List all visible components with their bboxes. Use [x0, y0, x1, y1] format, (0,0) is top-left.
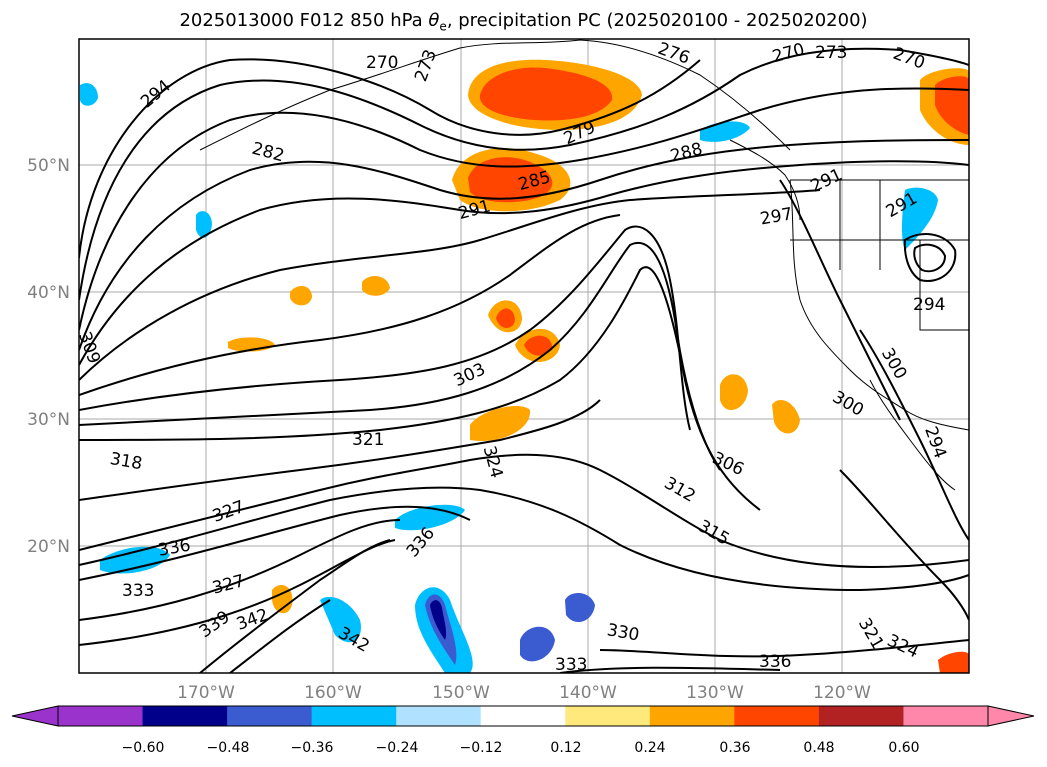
lat-label: 50°N: [27, 156, 70, 176]
colorbar-frame: [57, 705, 989, 727]
colorbar-box: [142, 706, 228, 726]
precip-patch-central-a-core: [496, 308, 515, 328]
precip-patch-dry-w: [196, 211, 212, 238]
colorbar-box: [58, 706, 144, 726]
colorbar-box: [565, 706, 651, 726]
contour-label: 336: [759, 652, 791, 672]
longitude-labels: 170°W 160°W 150°W 140°W 130°W 120°W: [177, 683, 871, 703]
contour-label: 333: [122, 581, 154, 601]
precip-patch-dry-nw: [80, 83, 98, 106]
coastline-british-columbia: [729, 139, 801, 221]
contour-label: 333: [555, 655, 587, 675]
lon-label: 120°W: [813, 683, 871, 703]
map-frame: [78, 38, 970, 674]
precip-patch-dry-south-c: [565, 593, 595, 623]
figure-title: 2025013000 F012 850 hPa θe, precipitatio…: [0, 10, 1047, 34]
map-panel: 294 282 270 273 276 270 273 270 279 288 …: [78, 38, 970, 675]
precip-patch-gulf-alaska-core: [479, 67, 613, 121]
colorbar-tick-label: −0.48: [207, 740, 250, 756]
colorbar-extend-low: [11, 705, 59, 727]
precip-patch-jet-entrance-core: [468, 157, 553, 203]
colorbar-tick-label: 0.48: [803, 740, 834, 756]
precip-patch-central-c: [470, 405, 531, 441]
title-theta: θ: [428, 10, 440, 31]
precip-patch-ne-corner-core: [935, 76, 969, 135]
precip-patch-dry-south-d: [320, 596, 361, 643]
colorbar-tick-label: −0.12: [460, 740, 503, 756]
lat-label: 40°N: [27, 283, 70, 303]
latitude-labels: 50°N 40°N 30°N 20°N: [27, 156, 70, 557]
title-theta-sub: e: [439, 19, 447, 34]
colorbar-ticks: −0.60 −0.48 −0.36 −0.24 −0.12 0.12 0.24 …: [122, 740, 920, 756]
lon-label: 150°W: [432, 683, 490, 703]
precip-patch-dry-ne: [901, 187, 938, 250]
coastline-alaska: [199, 39, 791, 151]
precip-patch-dry-south-a-deep: [430, 600, 447, 640]
colorbar-box: [396, 706, 482, 726]
colorbar-box: [649, 706, 735, 726]
colorbar: −0.60 −0.48 −0.36 −0.24 −0.12 0.12 0.24 …: [11, 705, 1035, 756]
precip-patch-dry-sw-blue: [100, 546, 170, 574]
colorbar-tick-label: −0.36: [291, 740, 334, 756]
colorbar-box: [480, 706, 566, 726]
colorbar-tick-label: −0.60: [122, 740, 165, 756]
coastline-west-coast: [789, 179, 969, 431]
state-borders: [790, 180, 969, 331]
contour-label: 273: [815, 43, 847, 63]
coastline-baja: [869, 379, 956, 491]
colorbar-box: [311, 706, 397, 726]
lon-label: 170°W: [177, 683, 235, 703]
precip-patch-se: [938, 651, 969, 673]
colorbar-tick-label: 0.36: [719, 740, 750, 756]
contour-label: 294: [913, 295, 945, 315]
title-prefix: 2025013000 F012 850 hPa: [179, 10, 429, 31]
lon-label: 130°W: [686, 683, 744, 703]
colorbar-box: [227, 706, 313, 726]
colorbar-boxes: [58, 706, 989, 726]
contour-label: 270: [366, 53, 398, 73]
precip-patch-east-a: [720, 374, 748, 411]
precip-patch-dry-south-b: [520, 626, 555, 662]
colorbar-tick-label: 0.12: [550, 740, 581, 756]
colorbar-box: [903, 706, 989, 726]
colorbar-tick-label: 0.60: [888, 740, 919, 756]
precip-patch-central-b-core: [524, 335, 552, 356]
title-suffix: , precipitation PC (2025020100 - 2025020…: [446, 10, 868, 31]
precip-patch-west-b: [290, 285, 312, 306]
colorbar-box: [734, 706, 820, 726]
precip-patch-west-c: [362, 276, 390, 296]
colorbar-tick-label: −0.24: [376, 740, 419, 756]
lat-label: 20°N: [27, 537, 70, 557]
precip-patch-east-b: [772, 400, 800, 434]
contour-label: 321: [352, 430, 384, 450]
colorbar-box: [818, 706, 904, 726]
lon-label: 140°W: [559, 683, 617, 703]
theta-e-contours: [79, 47, 969, 673]
colorbar-tick-label: 0.24: [634, 740, 665, 756]
lat-label: 30°N: [27, 410, 70, 430]
colorbar-extend-high: [987, 705, 1035, 727]
lon-label: 160°W: [304, 683, 362, 703]
coastlines: [199, 39, 969, 491]
